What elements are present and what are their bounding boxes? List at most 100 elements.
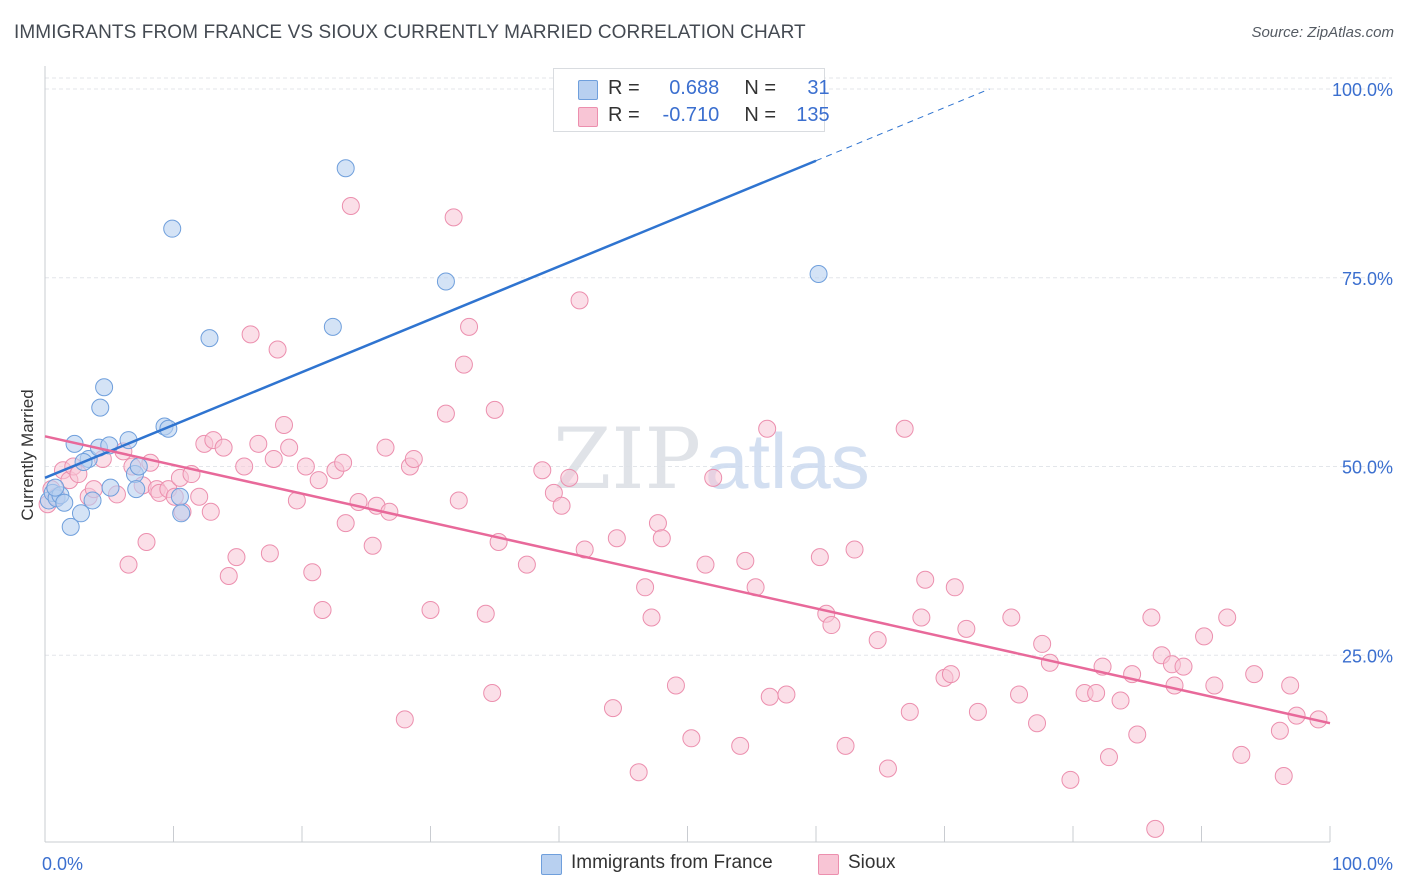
sioux-point — [1142, 608, 1161, 627]
legend-n-label: N = — [744, 104, 777, 126]
france-trendline-extension — [815, 88, 990, 162]
sioux-point — [1174, 657, 1193, 676]
legend-label-sioux: Sioux — [848, 852, 896, 873]
tick-labels: 25.0% 50.0% 75.0% 100.0% 0.0% 100.0% — [42, 80, 1393, 874]
sioux-point — [957, 619, 976, 638]
france-point — [436, 272, 455, 291]
sioux-point — [704, 468, 723, 487]
watermark: ZIP atlas — [553, 410, 870, 508]
sioux-point — [235, 457, 254, 476]
france-point — [163, 219, 182, 238]
sioux-point — [648, 514, 667, 533]
legend-swatch-france — [578, 80, 598, 100]
sioux-point — [201, 502, 220, 521]
legend-r-label: R = — [608, 104, 640, 126]
y-axis-label: Currently Married — [18, 389, 37, 521]
france-point — [46, 478, 65, 497]
x-tick-label-max: 100.0% — [1332, 854, 1393, 874]
trendlines — [44, 88, 1331, 725]
watermark-atlas: atlas — [705, 417, 870, 505]
sioux-point — [1002, 608, 1021, 627]
sioux-point — [476, 604, 495, 623]
france-point — [71, 504, 90, 523]
sioux-point — [822, 616, 841, 635]
sioux-point — [736, 551, 755, 570]
sioux-point — [570, 291, 589, 310]
sioux-point — [560, 468, 579, 487]
sioux-point — [313, 600, 332, 619]
france-point — [55, 493, 74, 512]
sioux-point — [264, 449, 283, 468]
sioux-point — [268, 340, 287, 359]
y-tick-label: 50.0% — [1342, 458, 1393, 478]
sioux-point — [334, 453, 353, 472]
y-tick-label: 100.0% — [1332, 80, 1393, 100]
sioux-point — [607, 529, 626, 548]
chart-title: IMMIGRANTS FROM FRANCE VS SIOUX CURRENTL… — [14, 22, 806, 43]
sioux-point — [1087, 684, 1106, 702]
france-point — [83, 491, 102, 510]
sioux-point — [1232, 745, 1251, 764]
sioux-point — [404, 449, 423, 468]
sioux-point — [845, 540, 864, 559]
france-point — [95, 378, 114, 397]
swatch-sioux — [818, 854, 839, 875]
sioux-point — [219, 566, 238, 585]
sioux-point — [941, 665, 960, 684]
sioux-point — [682, 729, 701, 748]
sioux-point — [1270, 721, 1289, 740]
sioux-point — [912, 608, 931, 627]
france-point — [809, 264, 828, 283]
france-point — [101, 478, 120, 497]
sioux-point — [1165, 676, 1184, 695]
sioux-point — [436, 404, 455, 423]
sioux-point — [916, 570, 935, 589]
legend-label-france: Immigrants from France — [571, 852, 773, 873]
sioux-point — [363, 536, 382, 555]
sioux-point — [1128, 725, 1147, 744]
sioux-point — [280, 438, 299, 457]
sioux-point — [636, 578, 655, 597]
sioux-point — [1205, 676, 1224, 695]
sioux-point — [341, 197, 360, 216]
france-point — [323, 317, 342, 336]
sioux-point — [249, 434, 268, 453]
sioux-point — [336, 514, 355, 533]
gridlines — [45, 77, 1392, 656]
sioux-point — [1061, 770, 1080, 789]
sioux-point — [376, 438, 395, 457]
france-trendline — [44, 159, 817, 479]
sioux-point — [485, 400, 504, 419]
sioux-point — [137, 533, 156, 551]
sioux-point — [666, 676, 685, 695]
legend-swatch-sioux — [578, 107, 598, 127]
sioux-point — [1010, 685, 1029, 704]
correlation-legend: R = 0.688 N = 31 R = -0.710 N = 135 — [553, 68, 830, 132]
legend-r-label: R = — [608, 77, 640, 99]
sioux-point — [868, 631, 887, 650]
sioux-point — [900, 702, 919, 721]
legend-n-value: 135 — [796, 104, 830, 126]
sioux-point — [552, 496, 571, 515]
sioux-point — [629, 763, 648, 782]
sioux-point — [421, 600, 440, 619]
sioux-point — [1111, 691, 1130, 710]
sioux-point — [696, 555, 715, 574]
sioux-point — [836, 736, 855, 755]
sioux-point — [1218, 608, 1237, 627]
sioux-point — [642, 608, 661, 627]
watermark-zip: ZIP — [553, 410, 701, 508]
sioux-point — [227, 548, 246, 567]
sioux-point — [1281, 676, 1300, 695]
france-point — [91, 398, 110, 417]
sioux-point — [296, 457, 315, 476]
sioux-point — [1146, 819, 1165, 838]
legend-n-label: N = — [744, 77, 777, 99]
sioux-point — [119, 555, 138, 574]
legend-r-value: 0.688 — [669, 77, 720, 99]
sioux-point — [968, 702, 987, 721]
sioux-point — [1195, 627, 1214, 646]
sioux-point — [1099, 748, 1118, 767]
sioux-point — [449, 491, 468, 510]
sioux-point — [758, 419, 777, 438]
